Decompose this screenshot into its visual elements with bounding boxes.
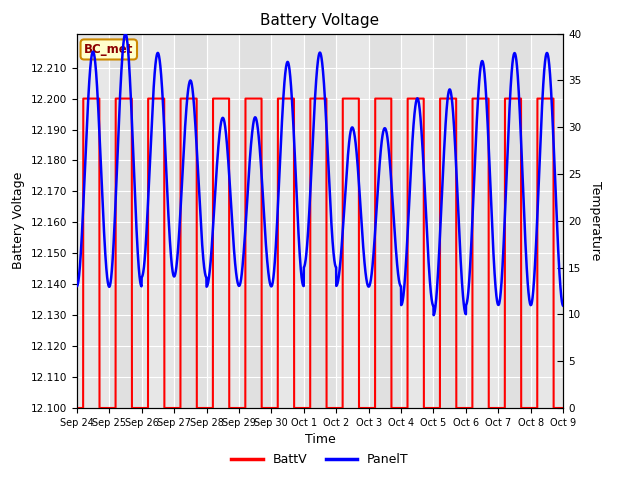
BattV	[129, 405, 136, 411]
BattV	[559, 405, 567, 411]
Text: BC_met: BC_met	[84, 43, 134, 56]
PanelT	[430, 312, 438, 318]
PanelT	[550, 149, 558, 155]
BattV	[497, 405, 505, 411]
Bar	[141, 34, 174, 408]
BattV	[79, 96, 87, 101]
Title: Battery Voltage: Battery Voltage	[260, 13, 380, 28]
Bar	[271, 34, 304, 408]
PanelT	[73, 283, 81, 289]
Bar	[336, 34, 369, 408]
Bar	[531, 34, 563, 408]
BattV	[157, 96, 165, 101]
PanelT	[122, 31, 129, 36]
PanelT	[129, 131, 136, 136]
PanelT	[281, 78, 289, 84]
PanelT	[260, 203, 268, 209]
BattV	[550, 405, 557, 411]
BattV	[281, 96, 289, 101]
Bar	[77, 34, 109, 408]
Bar	[207, 34, 239, 408]
Legend: BattV, PanelT: BattV, PanelT	[227, 448, 413, 471]
Y-axis label: Temperature: Temperature	[589, 181, 602, 261]
Bar	[401, 34, 433, 408]
PanelT	[559, 303, 567, 309]
BattV	[73, 405, 81, 411]
BattV	[260, 405, 268, 411]
Bar	[466, 34, 499, 408]
Line: PanelT: PanelT	[77, 34, 563, 315]
Y-axis label: Battery Voltage: Battery Voltage	[12, 172, 25, 269]
PanelT	[498, 279, 506, 285]
Line: BattV: BattV	[77, 98, 563, 408]
PanelT	[157, 74, 165, 80]
X-axis label: Time: Time	[305, 433, 335, 446]
